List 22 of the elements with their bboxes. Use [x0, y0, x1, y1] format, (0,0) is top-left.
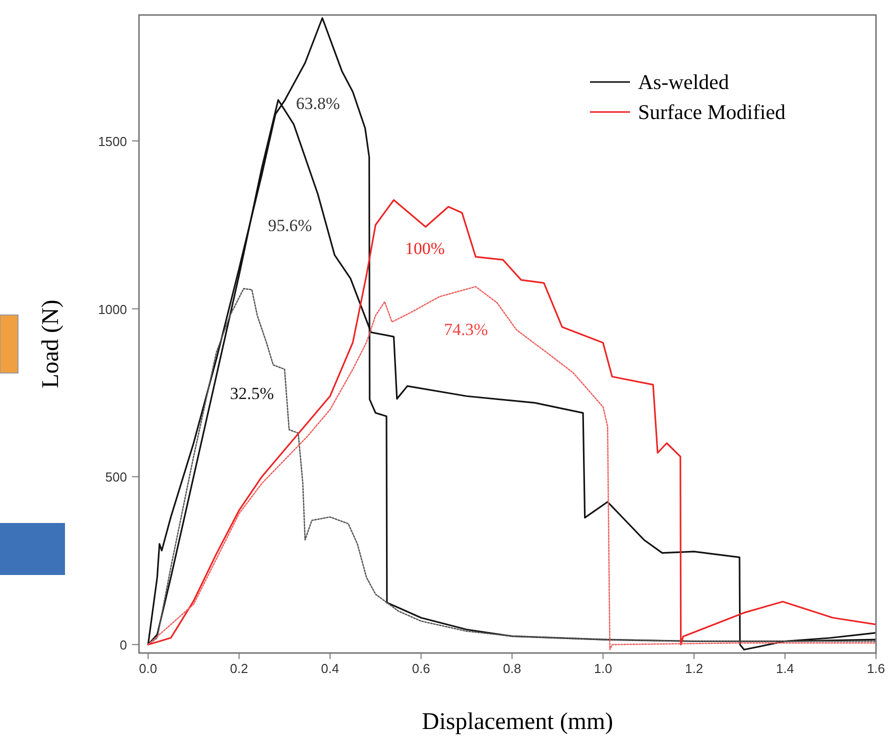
annotation: 95.6% — [268, 216, 312, 235]
x-tick-label: 0.2 — [230, 661, 248, 676]
y-axis-title: Load (N) — [38, 300, 64, 388]
x-tick-label: 1.0 — [594, 661, 612, 676]
x-tick-label: 0.8 — [503, 661, 522, 676]
annotation: 32.5% — [230, 384, 274, 403]
x-tick-label: 0.0 — [139, 661, 158, 676]
y-tick-label: 500 — [105, 470, 127, 485]
x-tick-label: 1.6 — [866, 661, 886, 676]
y-tick-label: 1000 — [98, 302, 127, 317]
legend-label: Surface Modified — [638, 100, 786, 124]
legend-label: As-welded — [638, 70, 730, 94]
y-tick-label: 1500 — [98, 134, 127, 149]
annotation: 100% — [405, 239, 445, 258]
x-tick-label: 1.2 — [684, 661, 704, 676]
x-axis-title: Displacement (mm) — [422, 709, 614, 735]
x-tick-label: 0.6 — [412, 661, 430, 676]
y-tick-label: 0 — [120, 638, 127, 653]
annotation: 63.8% — [296, 94, 340, 113]
x-tick-label: 1.4 — [776, 661, 794, 676]
x-tick-label: 0.4 — [321, 661, 340, 676]
annotation: 74.3% — [444, 320, 488, 339]
